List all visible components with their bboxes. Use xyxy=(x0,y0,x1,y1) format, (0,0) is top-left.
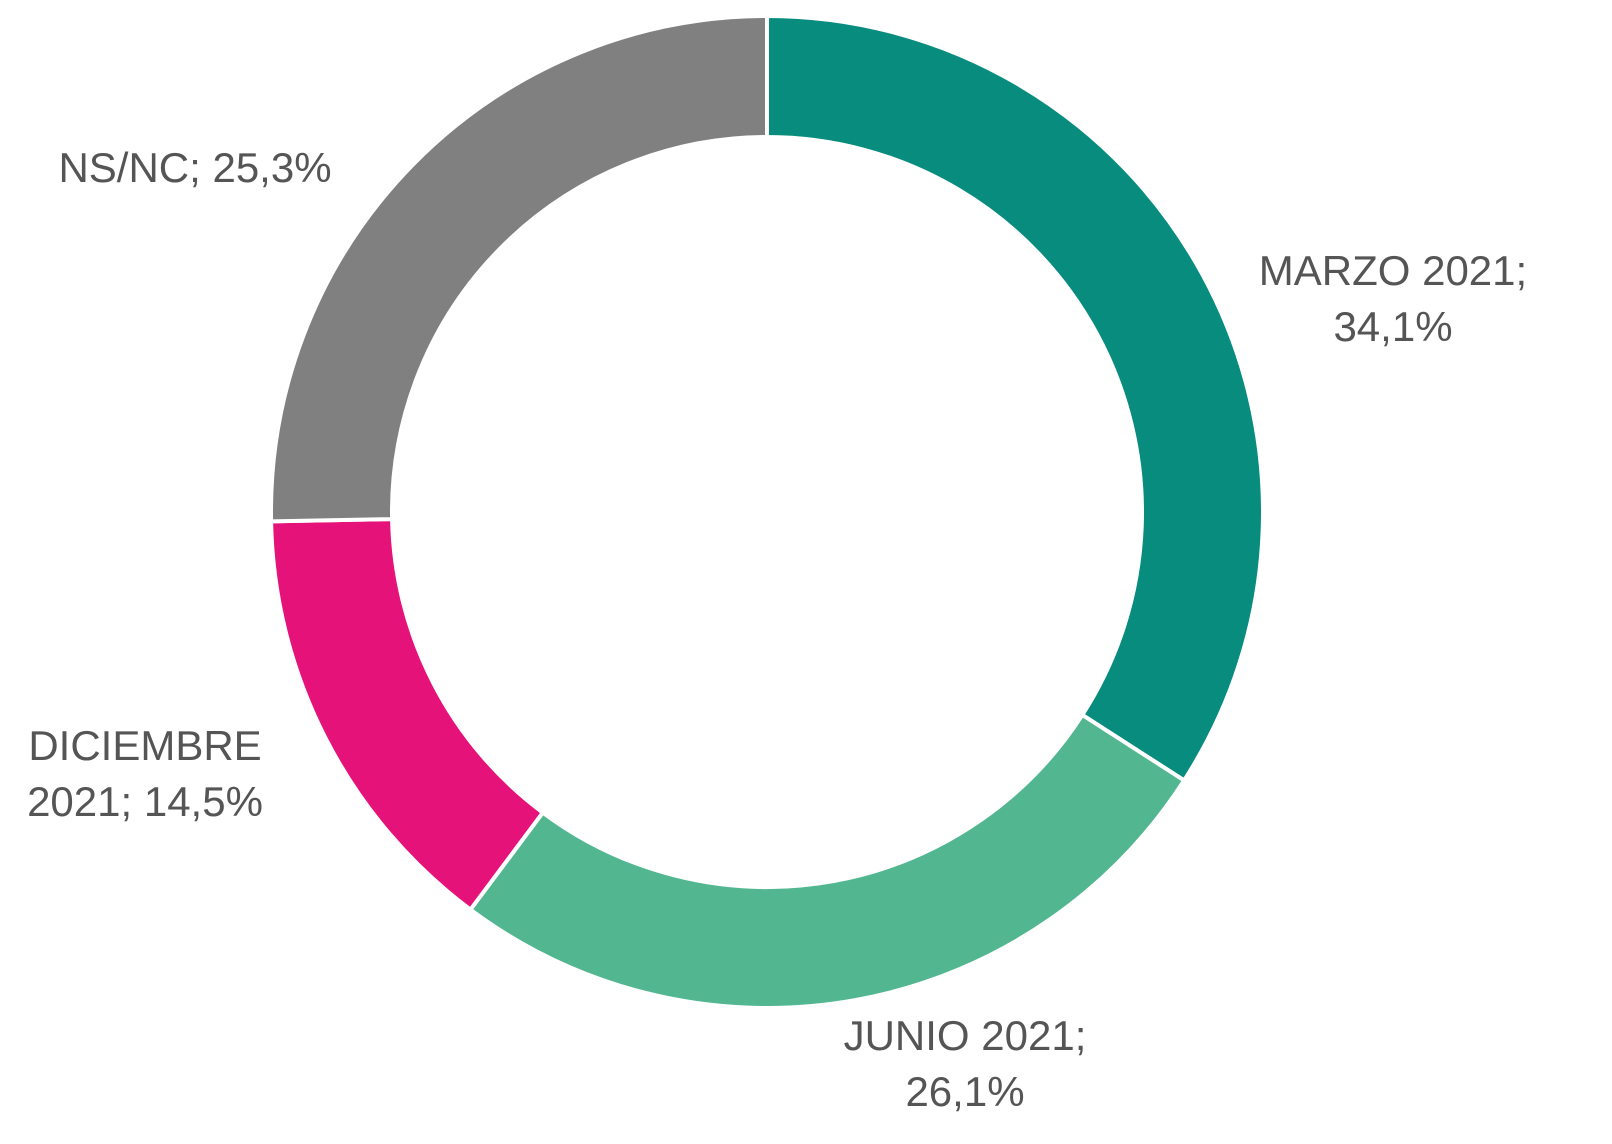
label-separator: ; xyxy=(1515,247,1539,294)
label-value: 25,3% xyxy=(212,144,332,191)
label-separator: ; xyxy=(1074,1012,1099,1059)
label-category: DICIEMBRE 2021 xyxy=(27,722,262,825)
donut-segment xyxy=(269,13,769,524)
label-separator: ; xyxy=(189,144,213,191)
label-value: 34,1% xyxy=(1333,303,1453,350)
label-value: 14,5% xyxy=(143,778,263,825)
data-label: DICIEMBRE 2021; 14,5% xyxy=(0,718,290,830)
data-label: MARZO 2021; 34,1% xyxy=(1233,243,1553,355)
label-value: 26,1% xyxy=(905,1068,1025,1115)
label-category: JUNIO 2021 xyxy=(843,1012,1075,1059)
data-label: NS/NC; 25,3% xyxy=(0,140,390,196)
donut-segment xyxy=(765,13,1265,784)
donut-segment xyxy=(467,712,1187,1010)
label-category: MARZO 2021 xyxy=(1258,247,1516,294)
donut-segment xyxy=(269,517,546,913)
data-label: JUNIO 2021; 26,1% xyxy=(805,1008,1125,1120)
label-separator: ; xyxy=(120,778,144,825)
label-category: NS/NC xyxy=(58,144,190,191)
